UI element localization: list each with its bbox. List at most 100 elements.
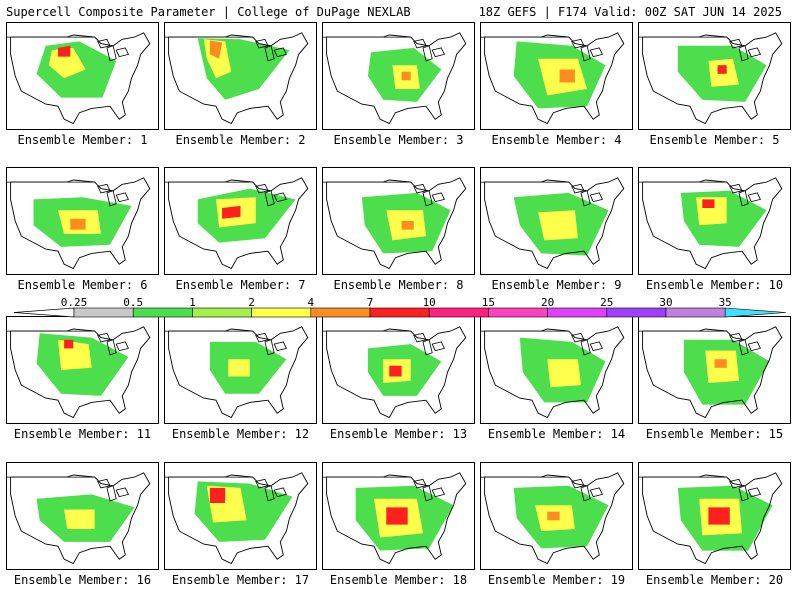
ensemble-member-panel: Ensemble Member: 13 bbox=[322, 316, 475, 441]
colorbar-tick-label: 25 bbox=[600, 296, 614, 309]
great-lake bbox=[264, 485, 275, 502]
great-lake bbox=[747, 47, 761, 58]
great-lake bbox=[115, 341, 129, 352]
colorbar-segment bbox=[310, 307, 371, 318]
ensemble-member-panel: Ensemble Member: 6 bbox=[6, 167, 159, 292]
colorbar-segment bbox=[606, 307, 667, 318]
scp-contour-fill bbox=[389, 365, 402, 377]
ensemble-member-panel: Ensemble Member: 12 bbox=[164, 316, 317, 441]
ensemble-member-panel: Ensemble Member: 19 bbox=[480, 462, 633, 587]
scp-contour-fill bbox=[64, 509, 95, 529]
colorbar-tick-label: 1 bbox=[189, 296, 196, 309]
colorbar-segment bbox=[73, 307, 134, 318]
ensemble-member-panel: Ensemble Member: 11 bbox=[6, 316, 159, 441]
colorbar-segment bbox=[547, 307, 608, 318]
scp-contour-fill bbox=[228, 359, 250, 377]
ensemble-member-panel: Ensemble Member: 15 bbox=[638, 316, 791, 441]
ensemble-member-panel: Ensemble Member: 2 bbox=[164, 22, 317, 147]
colorbar-segment bbox=[192, 307, 252, 318]
colorbar-tick-label: 35 bbox=[718, 296, 732, 309]
great-lake bbox=[273, 192, 287, 203]
us-coastline bbox=[326, 177, 467, 270]
great-lake bbox=[106, 339, 117, 356]
colorbar-low-arrow bbox=[13, 307, 75, 318]
great-lake bbox=[729, 183, 743, 194]
ensemble-member-label: Ensemble Member: 2 bbox=[175, 133, 306, 147]
ensemble-member-label: Ensemble Member: 5 bbox=[649, 133, 780, 147]
us-coastline bbox=[642, 177, 783, 270]
ensemble-member-panel: Ensemble Member: 7 bbox=[164, 167, 317, 292]
us-coastline bbox=[642, 326, 783, 419]
scp-contour-fill bbox=[538, 210, 578, 241]
ensemble-member-label: Ensemble Member: 4 bbox=[491, 133, 622, 147]
run-info: 18Z GEFS | F174 Valid: 00Z SAT JUN 14 20… bbox=[478, 5, 782, 19]
great-lake bbox=[106, 45, 117, 62]
scp-contour-fill bbox=[209, 487, 226, 503]
great-lake bbox=[729, 332, 743, 343]
great-lake bbox=[413, 183, 427, 194]
ensemble-member-panel: Ensemble Member: 3 bbox=[322, 22, 475, 147]
great-lake bbox=[273, 341, 287, 352]
us-coastline bbox=[168, 472, 309, 565]
ensemble-member-panel: Ensemble Member: 1 bbox=[6, 22, 159, 147]
great-lake bbox=[431, 192, 445, 203]
great-lake bbox=[255, 332, 269, 343]
ensemble-member-panel: Ensemble Member: 9 bbox=[480, 167, 633, 292]
great-lake bbox=[413, 478, 427, 489]
ensemble-member-panel: Ensemble Member: 14 bbox=[480, 316, 633, 441]
great-lake bbox=[97, 38, 111, 49]
ensemble-member-label: Ensemble Member: 20 bbox=[645, 573, 784, 587]
us-coastline bbox=[484, 32, 625, 125]
member-map bbox=[164, 316, 317, 424]
scp-contour-fill bbox=[64, 339, 74, 349]
member-map bbox=[638, 316, 791, 424]
ensemble-member-label: Ensemble Member: 9 bbox=[491, 278, 622, 292]
scp-contour-fill bbox=[386, 507, 408, 525]
scp-contour-fill bbox=[70, 218, 86, 230]
great-lake bbox=[422, 485, 433, 502]
great-lake bbox=[738, 45, 749, 62]
great-lake bbox=[747, 487, 761, 498]
member-map bbox=[6, 22, 159, 130]
great-lake bbox=[255, 183, 269, 194]
ensemble-member-panel: Ensemble Member: 17 bbox=[164, 462, 317, 587]
ensemble-member-panel: Ensemble Member: 4 bbox=[480, 22, 633, 147]
ensemble-member-panel: Ensemble Member: 5 bbox=[638, 22, 791, 147]
great-lake bbox=[431, 341, 445, 352]
member-map bbox=[480, 316, 633, 424]
ensemble-member-label: Ensemble Member: 3 bbox=[333, 133, 464, 147]
member-map bbox=[322, 167, 475, 275]
great-lake bbox=[431, 47, 445, 58]
us-coastline bbox=[642, 32, 783, 125]
ensemble-member-label: Ensemble Member: 17 bbox=[171, 573, 310, 587]
great-lake bbox=[97, 183, 111, 194]
colorbar-high-arrow bbox=[724, 307, 787, 318]
great-lake bbox=[571, 478, 585, 489]
great-lake bbox=[413, 332, 427, 343]
great-lake bbox=[413, 38, 427, 49]
us-coastline bbox=[484, 177, 625, 270]
colorbar-segment bbox=[369, 307, 430, 318]
colorbar bbox=[13, 307, 787, 318]
ensemble-member-panel: Ensemble Member: 20 bbox=[638, 462, 791, 587]
ensemble-member-label: Ensemble Member: 6 bbox=[17, 278, 148, 292]
colorbar-segment bbox=[665, 307, 726, 318]
great-lake bbox=[97, 332, 111, 343]
us-coastline bbox=[326, 32, 467, 125]
scp-contour-fill bbox=[58, 45, 71, 57]
great-lake bbox=[747, 341, 761, 352]
ensemble-member-label: Ensemble Member: 1 bbox=[17, 133, 148, 147]
ensemble-member-label: Ensemble Member: 7 bbox=[175, 278, 306, 292]
scp-contour-fill bbox=[708, 507, 730, 525]
great-lake bbox=[273, 487, 287, 498]
great-lake bbox=[580, 339, 591, 356]
scp-contour-fill bbox=[702, 199, 715, 208]
colorbar-tick-label: 30 bbox=[659, 296, 673, 309]
ensemble-member-label: Ensemble Member: 11 bbox=[13, 427, 152, 441]
scp-contour-fill bbox=[209, 40, 223, 59]
us-coastline bbox=[10, 472, 151, 565]
great-lake bbox=[431, 487, 445, 498]
great-lake bbox=[422, 190, 433, 207]
us-coastline bbox=[326, 472, 467, 565]
member-map bbox=[6, 167, 159, 275]
